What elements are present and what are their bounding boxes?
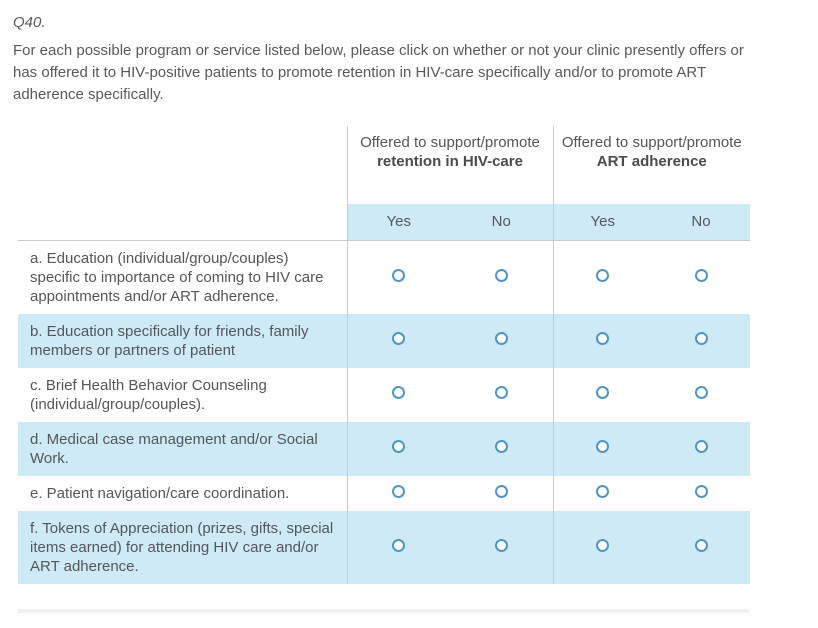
radio-cell: [346, 367, 450, 422]
radio-retention-yes[interactable]: [392, 268, 406, 282]
radio-art-yes[interactable]: [596, 440, 610, 453]
radio-art-no[interactable]: [694, 332, 708, 345]
radio-art-yes[interactable]: [596, 332, 610, 345]
matrix-body: a. Education (individual/group/couples) …: [18, 240, 751, 584]
response-matrix: Offered to support/promote retention in …: [18, 126, 751, 584]
radio-cell: [450, 476, 553, 511]
radio-retention-yes[interactable]: [392, 440, 406, 453]
choice-header-retention-yes: Yes: [346, 204, 450, 241]
row-label: e. Patient navigation/care coordination.: [30, 484, 290, 502]
group-bold-label: ART adherence: [596, 153, 707, 170]
section-divider: [18, 608, 749, 613]
radio-cell: [552, 475, 652, 511]
radio-cell: [346, 510, 450, 584]
radio-retention-no[interactable]: [494, 440, 508, 453]
radio-cell: [652, 313, 751, 368]
radio-art-no[interactable]: [694, 538, 708, 552]
row-label: b. Education specifically for friends, f…: [18, 313, 347, 368]
radio-cell: [346, 240, 450, 314]
row-label: c. Brief Health Behavior Counseling (ind…: [30, 376, 267, 413]
radio-cell: [652, 510, 751, 584]
choice-header-row: Yes No Yes No: [18, 204, 751, 241]
group-bold-label: retention in HIV-care: [377, 153, 523, 170]
radio-retention-yes[interactable]: [392, 386, 406, 399]
table-row: a. Education (individual/group/couples) …: [18, 240, 750, 314]
group-header-row: Offered to support/promote retention in …: [18, 126, 751, 204]
radio-retention-yes[interactable]: [392, 484, 406, 498]
group-header-spacer: [18, 126, 347, 204]
table-row: f. Tokens of Appreciation (prizes, gifts…: [18, 510, 751, 584]
radio-art-no[interactable]: [694, 484, 708, 498]
radio-cell: [450, 368, 553, 422]
radio-cell: [652, 368, 750, 422]
radio-retention-no[interactable]: [494, 386, 508, 399]
radio-retention-yes[interactable]: [392, 538, 406, 552]
radio-retention-no[interactable]: [494, 538, 508, 552]
radio-art-yes[interactable]: [596, 268, 610, 282]
radio-cell: [552, 421, 652, 476]
radio-retention-yes[interactable]: [392, 332, 406, 345]
row-label: f. Tokens of Appreciation (prizes, gifts…: [18, 510, 347, 584]
radio-art-no[interactable]: [694, 386, 708, 399]
radio-cell: [346, 475, 450, 511]
radio-cell: [450, 421, 553, 476]
radio-cell: [346, 421, 450, 476]
radio-cell: [450, 510, 553, 584]
radio-art-yes[interactable]: [596, 484, 610, 498]
radio-art-yes[interactable]: [596, 538, 610, 552]
radio-retention-no[interactable]: [494, 484, 508, 498]
radio-cell: [652, 421, 751, 476]
choice-header-art-yes: Yes: [552, 204, 652, 241]
choice-header-retention-no: No: [450, 204, 553, 241]
survey-page: Q40. For each possible program or servic…: [13, 14, 751, 613]
table-row: b. Education specifically for friends, f…: [18, 313, 751, 368]
radio-cell: [346, 313, 450, 368]
group-prefix: Offered to support/promote: [360, 134, 540, 151]
column-group-retention: Offered to support/promote retention in …: [346, 126, 553, 204]
radio-retention-no[interactable]: [494, 268, 508, 282]
choice-header-spacer: [18, 204, 347, 241]
radio-cell: [652, 240, 750, 314]
table-row: d. Medical case management and/or Social…: [18, 421, 751, 476]
column-group-art-adherence: Offered to support/promote ART adherence: [552, 126, 751, 204]
radio-cell: [552, 367, 652, 422]
radio-cell: [450, 240, 553, 314]
radio-cell: [652, 476, 750, 511]
radio-cell: [552, 240, 652, 314]
radio-cell: [552, 313, 652, 368]
radio-cell: [450, 313, 553, 368]
radio-art-no[interactable]: [694, 268, 708, 282]
row-label: a. Education (individual/group/couples) …: [30, 249, 324, 305]
choice-header-art-no: No: [652, 204, 751, 241]
radio-art-no[interactable]: [694, 440, 708, 453]
table-row: e. Patient navigation/care coordination.: [18, 475, 750, 511]
table-row: c. Brief Health Behavior Counseling (ind…: [18, 367, 750, 422]
radio-retention-no[interactable]: [494, 332, 508, 345]
radio-cell: [552, 510, 652, 584]
question-number: Q40.: [13, 14, 46, 31]
group-prefix: Offered to support/promote: [561, 134, 742, 151]
radio-art-yes[interactable]: [596, 386, 610, 399]
row-label: d. Medical case management and/or Social…: [18, 421, 347, 476]
question-prompt: For each possible program or service lis…: [13, 42, 744, 103]
